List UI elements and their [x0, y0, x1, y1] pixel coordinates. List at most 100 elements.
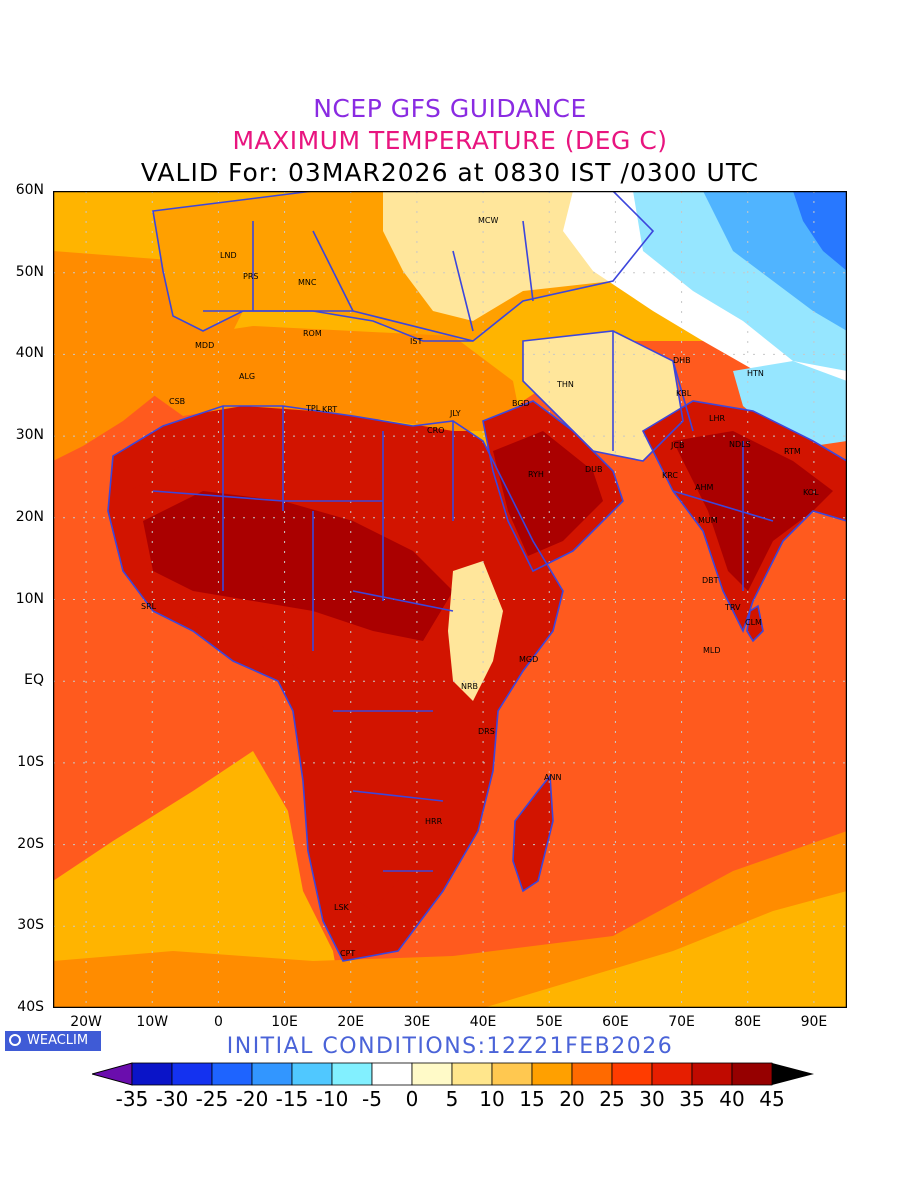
color-bar	[92, 1062, 814, 1086]
longitude-label: 20W	[70, 1014, 102, 1030]
station-label: MNC	[298, 278, 317, 287]
station-label: NDLS	[729, 440, 751, 449]
colorbar-bin	[651, 1062, 693, 1086]
colorbar-bin	[131, 1062, 173, 1086]
station-label: HTN	[747, 369, 764, 378]
station-label: DRS	[478, 727, 495, 736]
longitude-label: 70E	[668, 1014, 695, 1030]
colorbar-tick-label: 15	[519, 1087, 545, 1111]
colorbar-tick-label: -25	[195, 1087, 229, 1111]
station-label: KRC	[662, 471, 678, 480]
longitude-label: 10W	[136, 1014, 169, 1030]
station-label: IST	[410, 337, 422, 346]
colorbar-tick-label: 5	[445, 1087, 459, 1111]
tibet-cold	[733, 361, 847, 446]
east-african-highlands	[448, 561, 503, 701]
arabia-hot	[493, 431, 603, 556]
colorbar-bin	[731, 1062, 773, 1086]
longitude-label: 0	[213, 1014, 223, 1030]
station-label: ANN	[544, 773, 561, 782]
colorbar-bin	[691, 1062, 733, 1086]
colorbar-tick-label: 35	[679, 1087, 705, 1111]
colorbar-tick-label: -10	[315, 1087, 349, 1111]
colorbar-bin	[411, 1062, 453, 1086]
station-label: RTM	[784, 447, 801, 456]
station-labels: MCW LND PRS MNC ROM MDD IST ALG CSB TPL KRT CRO JLY B…	[141, 216, 819, 958]
coastline	[522, 330, 684, 462]
station-label: ROM	[303, 329, 322, 338]
latitude-label: EQ	[24, 672, 44, 689]
station-label: LHR	[709, 414, 725, 423]
station-label: BGD	[512, 399, 530, 408]
colorbar-bin	[171, 1062, 213, 1086]
station-label: MGD	[519, 655, 538, 664]
latitude-label: 30N	[15, 427, 44, 444]
logo-ring-icon	[9, 1034, 21, 1046]
colorbar-bin	[491, 1062, 533, 1086]
station-label: MLD	[703, 646, 721, 655]
coastline	[152, 191, 655, 342]
colorbar-tick-label: 25	[599, 1087, 625, 1111]
colorbar-tick-label: -15	[275, 1087, 309, 1111]
latitude-label: 40S	[17, 999, 44, 1015]
initial-conditions: INITIAL CONDITIONS:12Z21FEB2026	[226, 1034, 674, 1059]
siberia-cold-deep	[793, 191, 847, 271]
longitude-label: 80E	[734, 1014, 762, 1030]
country-border-line	[352, 590, 454, 612]
colorbar-tick-label: 20	[559, 1087, 585, 1111]
colorbar-bin	[571, 1062, 613, 1086]
latitude-label: 40N	[15, 345, 44, 362]
country-border-line	[312, 230, 354, 312]
station-label: CPT	[340, 949, 355, 958]
station-label: SRL	[141, 602, 157, 611]
station-label: AHM	[695, 483, 713, 492]
coastline	[641, 400, 847, 634]
latitude-label: 20S	[17, 835, 44, 852]
station-label: TRV	[724, 603, 741, 612]
country-border-line	[672, 490, 774, 522]
coastline	[482, 400, 624, 573]
colorbar-tick-label: -30	[155, 1087, 189, 1111]
station-label: JLY	[449, 409, 461, 418]
station-label: PRS	[243, 272, 258, 281]
station-label: DHB	[673, 356, 691, 365]
longitude-label: 10E	[271, 1014, 298, 1030]
colorbar-above-arrow	[772, 1063, 814, 1085]
country-border-line	[522, 220, 534, 302]
coastline	[512, 773, 554, 893]
madagascar	[513, 776, 553, 891]
longitude-label: 40E	[469, 1014, 497, 1030]
longitude-label: 50E	[535, 1014, 563, 1030]
longitude-label: 30E	[403, 1014, 431, 1030]
sahel-very-hot	[143, 491, 453, 641]
station-label: CSB	[169, 397, 185, 406]
station-label: NRB	[461, 682, 478, 691]
station-label: KOL	[803, 488, 819, 497]
station-label: CLM	[745, 618, 762, 627]
iran-mild	[523, 331, 683, 461]
colorbar-tick-label: 0	[405, 1087, 419, 1111]
station-label: JCB	[670, 441, 684, 450]
colorbar-bin	[611, 1062, 653, 1086]
logo-text: WEACLIM	[27, 1033, 89, 1048]
title-model: NCEP GFS GUIDANCE	[313, 94, 587, 123]
colorbar-bin	[451, 1062, 493, 1086]
station-label: CRO	[427, 426, 444, 435]
station-label: KRT	[322, 405, 337, 414]
station-label: ALG	[239, 372, 255, 381]
station-label: THN	[556, 380, 574, 389]
latitude-label: 10N	[15, 590, 44, 607]
colorbar-bin	[371, 1062, 413, 1086]
title-valid-time: VALID For: 03MAR2026 at 0830 IST /0300 U…	[140, 158, 760, 187]
latitude-label: 20N	[15, 508, 44, 525]
colorbar-tick-label: 10	[479, 1087, 505, 1111]
station-label: MUM	[698, 516, 718, 525]
colorbar-bin	[251, 1062, 293, 1086]
ocean-south-atlantic-cool	[53, 751, 343, 1008]
ocean-south-indian-cool	[483, 891, 847, 1008]
colorbar-tick-label: 40	[719, 1087, 745, 1111]
latitude-label: 60N	[15, 182, 44, 198]
station-label: LSK	[334, 903, 350, 912]
colorbar-bin	[291, 1062, 333, 1086]
station-label: TPL	[305, 404, 321, 413]
